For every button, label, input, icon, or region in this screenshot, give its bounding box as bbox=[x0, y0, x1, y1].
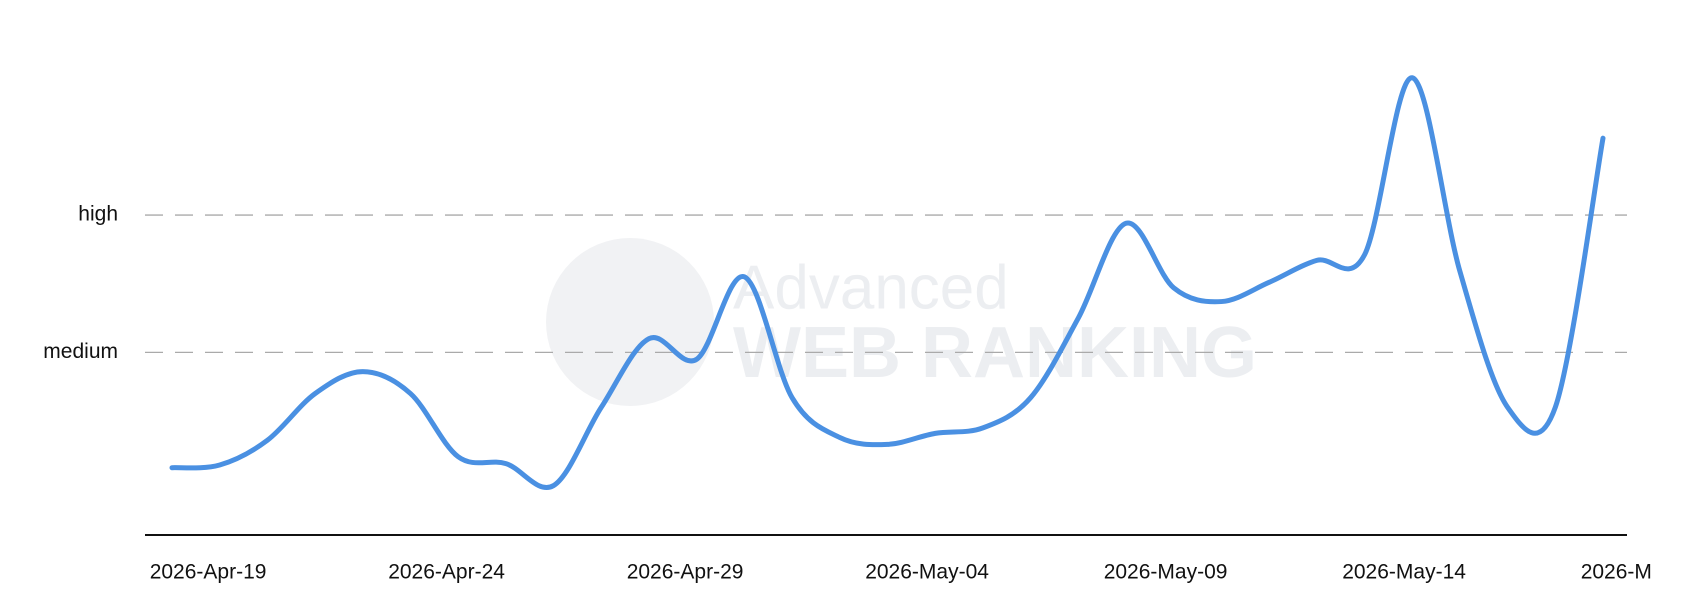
x-tick-label: 2026-Apr-29 bbox=[627, 561, 744, 584]
watermark-text: Advanced bbox=[733, 253, 1009, 322]
x-tick-label: 2026-May-14 bbox=[1342, 561, 1466, 584]
y-tick-label: medium bbox=[43, 340, 118, 363]
x-tick-label: 2026-May-09 bbox=[1104, 561, 1228, 584]
line bbox=[169, 75, 1606, 490]
x-tick-label: 2026-M bbox=[1581, 561, 1652, 584]
watermark: Advanced WEB RANKING bbox=[546, 238, 1257, 406]
watermark-globe bbox=[546, 238, 714, 406]
x-tick-label: 2026-Apr-19 bbox=[150, 561, 267, 584]
x-tick-label: 2026-May-04 bbox=[865, 561, 989, 584]
x-tick-label: 2026-Apr-24 bbox=[388, 561, 505, 584]
y-tick-label: high bbox=[78, 203, 118, 226]
